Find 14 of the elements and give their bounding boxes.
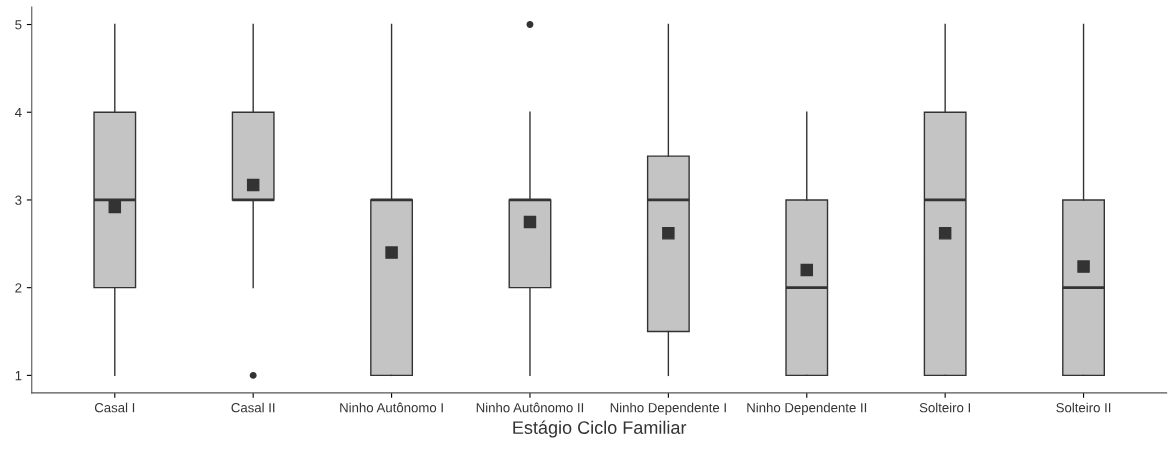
y-tick-label: 2 xyxy=(15,283,22,293)
x-tick-label: Ninho Autônomo I xyxy=(340,402,443,413)
y-tick-label: 4 xyxy=(15,107,22,118)
x-axis-title: Estágio Ciclo Familiar xyxy=(513,420,687,438)
x-tick-label: Solteiro II xyxy=(1056,402,1111,413)
x-tick-label: Ninho Dependente II xyxy=(747,402,867,415)
x-tick-label: Ninho Dependente I xyxy=(610,402,726,415)
y-tick-label: 1 xyxy=(15,371,22,381)
y-tick-label: 3 xyxy=(15,195,22,205)
x-tick-label: Casal I xyxy=(94,402,135,413)
y-tick-label: 5 xyxy=(15,20,22,30)
x-tick-label: Ninho Autônomo II xyxy=(476,402,584,413)
x-tick-label: Casal II xyxy=(231,402,275,413)
x-tick-label: Solteiro I xyxy=(919,402,970,413)
